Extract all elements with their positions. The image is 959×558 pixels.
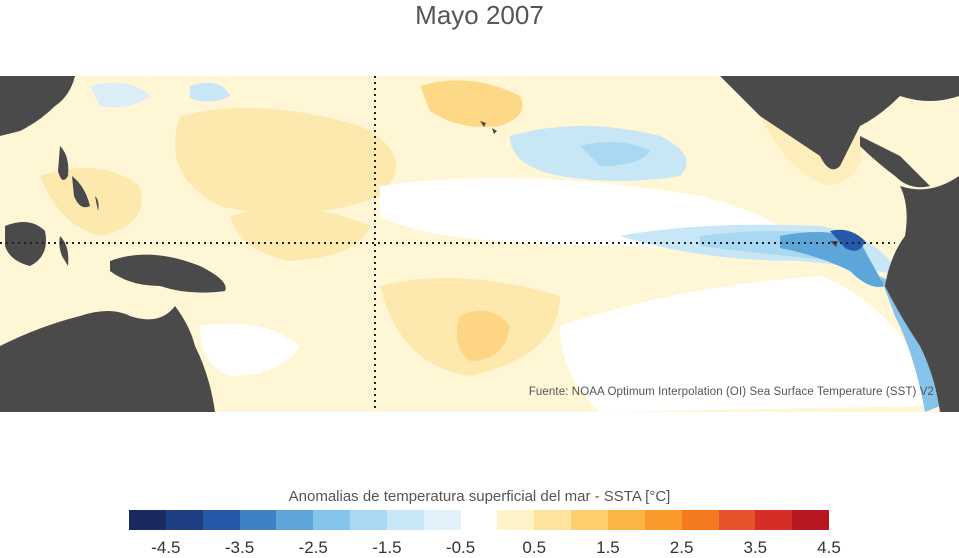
anomaly-patches-cool <box>90 82 940 412</box>
colorbar-tick-label: 2.5 <box>669 538 694 557</box>
colorbar-segment <box>497 510 535 530</box>
map-title: Mayo 2007 <box>415 0 544 30</box>
land-masses <box>0 76 959 412</box>
colorbar <box>129 510 830 530</box>
colorbar-ticks: -4.5 -3.5 -2.5 -1.5 -0.5 0.5 1.5 2.5 3.5 4.5 <box>0 538 959 558</box>
colorbar-segment <box>681 510 719 530</box>
colorbar-tick-label: 3.5 <box>743 538 768 557</box>
colorbar-segment <box>755 510 793 530</box>
colorbar-segment <box>571 510 608 530</box>
colorbar-segment <box>350 510 387 530</box>
colorbar-segment <box>718 510 756 530</box>
colorbar-tick-label: 4.5 <box>817 538 841 557</box>
colorbar-tick-label: 1.5 <box>596 538 620 557</box>
colorbar-segment <box>460 510 498 530</box>
colorbar-segment <box>239 510 277 530</box>
colorbar-segment <box>129 510 166 530</box>
colorbar-segment <box>165 510 203 530</box>
source-note: Fuente: NOAA Optimum Interpolation (OI) … <box>528 386 934 398</box>
sst-anomaly-map: Fuente: NOAA Optimum Interpolation (OI) … <box>0 76 959 412</box>
colorbar-segment <box>202 510 240 530</box>
colorbar-segment <box>423 510 461 530</box>
colorbar-segment <box>386 510 424 530</box>
colorbar-title: Anomalias de temperatura superficial del… <box>288 488 671 505</box>
colorbar-segment <box>313 510 351 530</box>
colorbar-tick-label: -2.5 <box>298 538 328 557</box>
colorbar-tick-label: -0.5 <box>445 538 476 557</box>
colorbar-segment <box>276 510 314 530</box>
map-canvas <box>0 76 959 412</box>
colorbar-tick-label: -1.5 <box>372 538 402 557</box>
colorbar-segment <box>644 510 682 530</box>
colorbar-segment <box>534 510 572 530</box>
colorbar-segment <box>792 510 830 530</box>
colorbar-tick-label: 0.5 <box>522 538 547 557</box>
colorbar-tick-label: -3.5 <box>224 538 255 557</box>
colorbar-tick-label: -4.5 <box>151 538 181 557</box>
colorbar-segment <box>607 510 645 530</box>
